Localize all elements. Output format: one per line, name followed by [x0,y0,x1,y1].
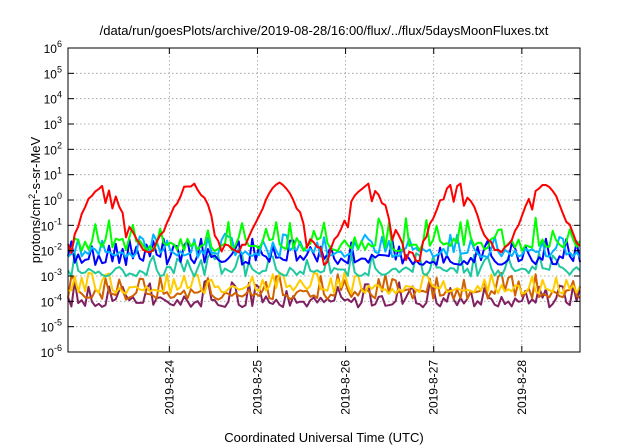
y-tick-label: 10-4 [41,292,62,309]
y-tick-label: 100 [44,191,62,208]
y-tick-label: 10-2 [41,242,62,259]
y-axis-label: protons/cm2-s-sr-MeV [27,136,43,263]
y-tick-label: 10-1 [41,216,62,233]
y-tick-label: 10-6 [41,343,62,360]
chart-title: /data/run/goesPlots/archive/2019-08-28/1… [100,23,549,38]
y-tick-label: 102 [44,140,62,157]
y-tick-label: 10-3 [41,267,62,284]
series-group [67,181,581,309]
y-tick-label: 105 [44,64,62,81]
y-tick-label: 104 [44,90,62,107]
series-line [67,237,581,266]
x-tick-label: 2019-8-27 [427,360,441,415]
x-tick-label: 2019-8-26 [339,360,353,415]
y-tick-label: 101 [44,166,62,183]
series-line [67,279,581,309]
x-axis-label: Coordinated Universal Time (UTC) [224,430,423,445]
grid-lines [68,48,580,352]
series-line [67,181,581,266]
x-tick-label: 2019-8-24 [162,360,176,415]
y-tick-label: 103 [44,115,62,132]
y-tick-label: 106 [44,39,62,56]
x-tick-label: 2019-8-25 [250,360,264,415]
series-line [67,271,581,301]
series-line [67,251,581,278]
y-axis: 10-6 10-5 10-4 10-3 10-2 10-1 100 101 102 103 104 1… [41,39,580,360]
series-line [67,271,581,295]
y-tick-label: 10-5 [41,318,62,335]
x-axis: 2019-8-24 2019-8-25 2019-8-26 2019-8-27 2019… [162,48,529,415]
x-tick-label: 2019-8-28 [515,360,529,415]
